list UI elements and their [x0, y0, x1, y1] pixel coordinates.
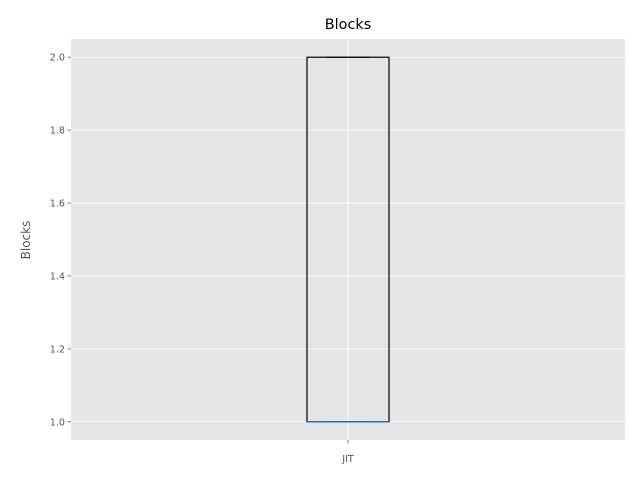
- y-tick-label: 1.6: [50, 199, 65, 210]
- box-layer: [306, 56, 390, 423]
- y-axis-label: Blocks: [19, 221, 33, 260]
- x-tick-label: JIT: [341, 454, 354, 465]
- y-tick-label: 2.0: [50, 53, 65, 64]
- y-tick-label: 1.2: [50, 344, 65, 355]
- chart-title: Blocks: [325, 17, 371, 33]
- x-tick-labels: JIT: [341, 440, 354, 465]
- y-tick-label: 1.8: [50, 126, 65, 137]
- y-tick-label: 1.0: [50, 417, 65, 428]
- y-tick-labels: 1.0 1.2 1.4 1.6 1.8 2.0: [50, 53, 71, 428]
- y-tick-label: 1.4: [50, 271, 65, 282]
